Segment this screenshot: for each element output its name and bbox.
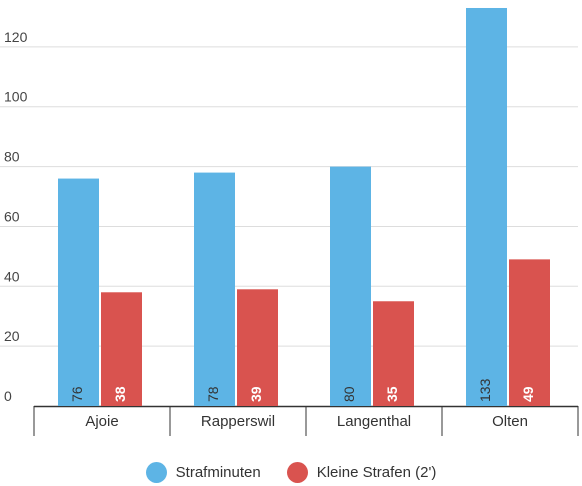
- y-tick-label: 120: [4, 29, 28, 45]
- bar-strafminuten: [58, 178, 99, 406]
- bar-kleine-strafen: [373, 301, 414, 406]
- bar-kleine-strafen: [509, 259, 550, 406]
- x-tick-label: Rapperswil: [201, 413, 275, 430]
- data-label: 76: [69, 386, 85, 402]
- legend-item-series-1[interactable]: Strafminuten: [145, 462, 261, 483]
- legend-item-series-2[interactable]: Kleine Strafen (2'): [286, 462, 437, 483]
- data-label: 78: [205, 386, 221, 402]
- y-tick-label: 0: [4, 388, 12, 404]
- x-tick-label: Ajoie: [85, 413, 118, 430]
- legend-label-series-1: Strafminuten: [175, 464, 261, 481]
- bar-strafminuten: [194, 172, 235, 406]
- bar-strafminuten: [466, 7, 507, 407]
- bar-kleine-strafen: [101, 292, 142, 406]
- bar-kleine-strafen: [237, 289, 278, 406]
- legend: Strafminuten Kleine Strafen (2'): [0, 462, 582, 483]
- y-tick-label: 100: [4, 89, 28, 105]
- x-tick-label: Langenthal: [337, 413, 411, 430]
- legend-swatch-series-2: [286, 462, 308, 483]
- data-label: 35: [384, 386, 400, 402]
- y-tick-label: 40: [4, 268, 20, 284]
- data-label: 133: [477, 378, 493, 402]
- legend-label-series-2: Kleine Strafen (2'): [316, 464, 437, 481]
- bar-strafminuten: [330, 166, 371, 406]
- y-tick-label: 20: [4, 328, 20, 344]
- y-tick-label: 80: [4, 149, 20, 165]
- data-label: 80: [341, 386, 357, 402]
- legend-swatch-series-1: [145, 462, 167, 483]
- x-tick-label: Olten: [492, 413, 528, 430]
- y-tick-label: 60: [4, 208, 20, 224]
- data-label: 39: [248, 386, 264, 402]
- data-label: 38: [112, 386, 128, 402]
- data-label: 49: [520, 386, 536, 402]
